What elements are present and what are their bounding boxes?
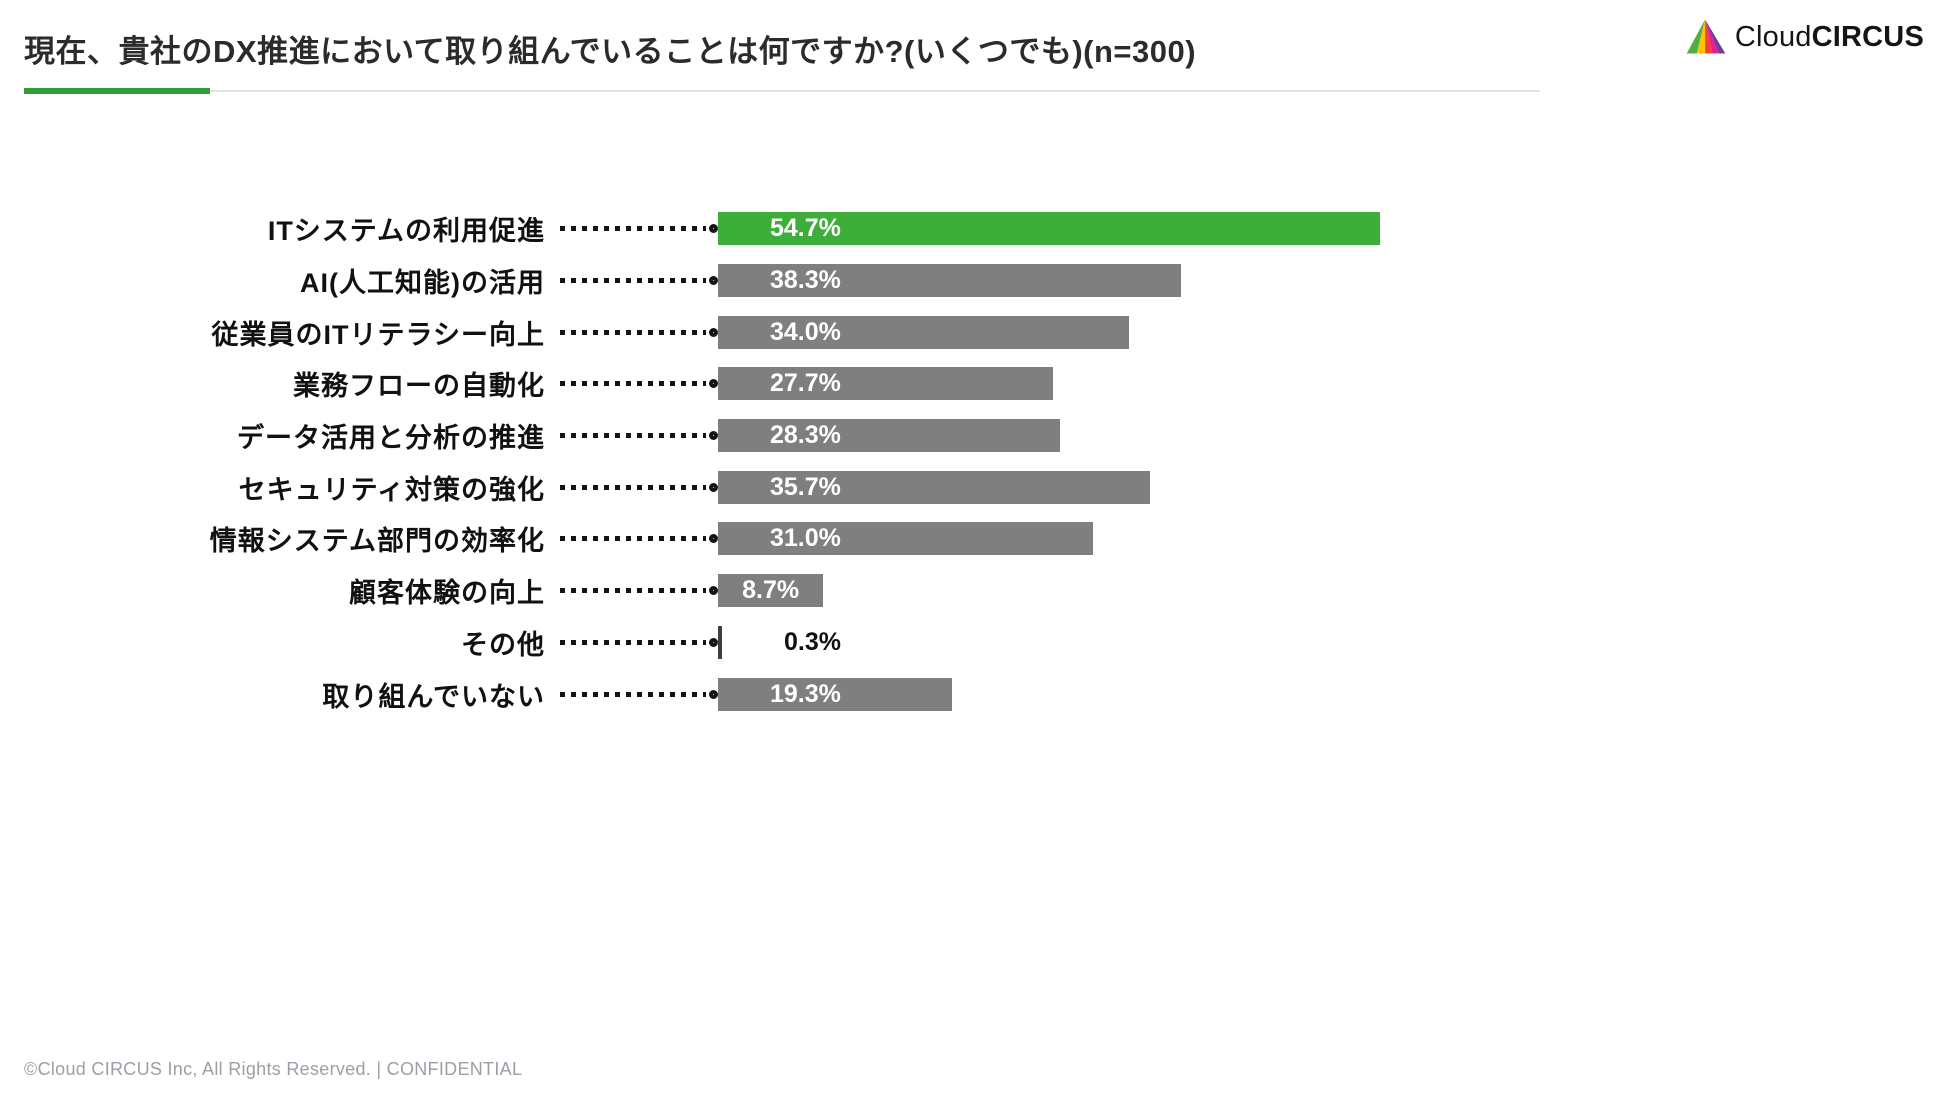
category-label: ITシステムの利用促進 bbox=[267, 216, 545, 247]
value-label: 35.7% bbox=[770, 472, 841, 501]
dotted-line bbox=[560, 639, 706, 645]
chart-row: データ活用と分析の推進 28.3% bbox=[0, 410, 1950, 462]
leader-line bbox=[545, 534, 718, 544]
bar-area: 34.0% bbox=[718, 306, 1928, 358]
bar-area: 28.3% bbox=[718, 410, 1928, 462]
bar-area: 35.7% bbox=[718, 461, 1928, 513]
chart-row: 業務フローの自動化 27.7% bbox=[0, 358, 1950, 410]
circle-marker-icon bbox=[709, 586, 718, 596]
title-underline-green bbox=[24, 88, 210, 94]
category-label: 顧客体験の向上 bbox=[349, 578, 545, 609]
cloud-circus-logo: CloudCIRCUS bbox=[1683, 16, 1924, 58]
chart-row: 従業員のITリテラシー向上 34.0% bbox=[0, 306, 1950, 358]
title-underline bbox=[24, 88, 1540, 94]
bar-area: 27.7% bbox=[718, 358, 1928, 410]
value-label: 31.0% bbox=[770, 524, 841, 553]
chart-row: その他 0.3% bbox=[0, 617, 1950, 669]
leader-line bbox=[545, 379, 718, 389]
value-label: 38.3% bbox=[770, 266, 841, 295]
header: 現在、貴社のDX推進において取り組んでいることは何ですか?(いくつでも)(n=3… bbox=[0, 0, 1950, 100]
bar: 19.3% bbox=[718, 677, 952, 711]
circle-marker-icon bbox=[709, 379, 718, 389]
chart-row: AI(人工知能)の活用 38.3% bbox=[0, 255, 1950, 307]
value-label: 27.7% bbox=[770, 369, 841, 398]
value-label: 8.7% bbox=[742, 576, 800, 605]
leader-line bbox=[545, 276, 718, 286]
title-underline-gray bbox=[24, 90, 1540, 92]
bar-chart: ITシステムの利用促進 54.7% AI(人工知能)の活用 38.3% 従業員のITリテ… bbox=[0, 203, 1950, 720]
chart-row: 顧客体験の向上 8.7% bbox=[0, 565, 1950, 617]
bar-area: 38.3% bbox=[718, 255, 1928, 307]
chart-row: セキュリティ対策の強化 35.7% bbox=[0, 461, 1950, 513]
bar bbox=[718, 625, 722, 659]
bar: 31.0% bbox=[718, 522, 1094, 556]
bar: 8.7% bbox=[718, 574, 824, 608]
dotted-line bbox=[560, 329, 706, 335]
leader-line bbox=[545, 327, 718, 337]
leader-line bbox=[545, 586, 718, 596]
leader-line bbox=[545, 637, 718, 647]
leader-line bbox=[545, 431, 718, 441]
category-label: 取り組んでいない bbox=[322, 681, 545, 712]
circle-marker-icon bbox=[709, 689, 718, 699]
chart-rows: ITシステムの利用促進 54.7% AI(人工知能)の活用 38.3% 従業員のITリテ… bbox=[0, 203, 1950, 720]
page-title: 現在、貴社のDX推進において取り組んでいることは何ですか?(いくつでも)(n=3… bbox=[24, 34, 1197, 69]
bar-area: 0.3% bbox=[718, 617, 1928, 669]
value-label: 28.3% bbox=[770, 421, 841, 450]
bar: 54.7% bbox=[718, 212, 1380, 246]
category-label: 従業員のITリテラシー向上 bbox=[211, 319, 545, 350]
bar-area: 8.7% bbox=[718, 565, 1928, 617]
category-label: 業務フローの自動化 bbox=[293, 371, 545, 402]
leader-line bbox=[545, 689, 718, 699]
bar-area: 31.0% bbox=[718, 513, 1928, 565]
logo-word-circus: CIRCUS bbox=[1811, 20, 1924, 53]
circle-marker-icon bbox=[709, 637, 718, 647]
dotted-line bbox=[560, 536, 706, 542]
bar: 35.7% bbox=[718, 470, 1150, 504]
dotted-line bbox=[560, 381, 706, 387]
circle-marker-icon bbox=[709, 431, 718, 441]
logo-text: CloudCIRCUS bbox=[1735, 21, 1924, 54]
bar: 27.7% bbox=[718, 367, 1054, 401]
bar: 38.3% bbox=[718, 264, 1182, 298]
logo-triangle-icon bbox=[1683, 16, 1729, 58]
category-label: AI(人工知能)の活用 bbox=[300, 268, 545, 299]
dotted-line bbox=[560, 433, 706, 439]
leader-line bbox=[545, 224, 718, 234]
dotted-line bbox=[560, 588, 706, 594]
dotted-line bbox=[560, 691, 706, 697]
dotted-line bbox=[560, 278, 706, 284]
bar-area: 19.3% bbox=[718, 668, 1928, 720]
category-label: 情報システム部門の効率化 bbox=[209, 526, 545, 557]
category-label: セキュリティ対策の強化 bbox=[238, 474, 545, 505]
value-label: 34.0% bbox=[770, 317, 841, 346]
bar: 28.3% bbox=[718, 419, 1061, 453]
circle-marker-icon bbox=[709, 482, 718, 492]
value-label: 0.3% bbox=[784, 627, 841, 656]
value-label: 19.3% bbox=[770, 679, 841, 708]
chart-row: 情報システム部門の効率化 31.0% bbox=[0, 513, 1950, 565]
circle-marker-icon bbox=[709, 224, 718, 234]
value-label: 54.7% bbox=[770, 214, 841, 243]
dotted-line bbox=[560, 484, 706, 490]
circle-marker-icon bbox=[709, 276, 718, 286]
circle-marker-icon bbox=[709, 327, 718, 337]
logo-word-cloud: Cloud bbox=[1734, 20, 1812, 53]
circle-marker-icon bbox=[709, 534, 718, 544]
chart-row: 取り組んでいない 19.3% bbox=[0, 668, 1950, 720]
leader-line bbox=[545, 482, 718, 492]
bar-area: 54.7% bbox=[718, 203, 1928, 255]
chart-row: ITシステムの利用促進 54.7% bbox=[0, 203, 1950, 255]
category-label: データ活用と分析の推進 bbox=[237, 423, 545, 454]
category-label: その他 bbox=[461, 629, 545, 660]
dotted-line bbox=[560, 226, 706, 232]
footer-copyright: ©Cloud CIRCUS Inc, All Rights Reserved. … bbox=[24, 1059, 523, 1079]
bar: 34.0% bbox=[718, 315, 1130, 349]
